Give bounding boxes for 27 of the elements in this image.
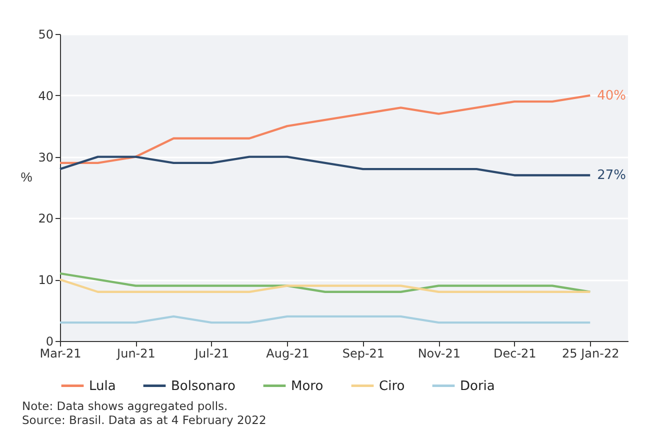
line-series <box>58 272 592 293</box>
y-axis-title: % <box>20 170 33 184</box>
x-tick-label: Jun-21 <box>116 346 156 360</box>
legend-label: Ciro <box>379 378 405 394</box>
y-tick-label: 0 <box>46 334 54 348</box>
line-series <box>58 156 592 176</box>
y-tick-label: 40 <box>38 88 54 103</box>
line-series <box>58 94 592 164</box>
text: Note: Data shows aggregated polls. <box>22 399 229 413</box>
y-tick-label: 10 <box>38 273 54 288</box>
annotation: 27% <box>597 168 626 184</box>
legend-label: Doria <box>460 378 495 394</box>
annotation: 40% <box>597 88 626 104</box>
x-tick-label: Nov-21 <box>418 346 461 360</box>
legend-label: Moro <box>291 378 324 394</box>
x-tick-label: Jul-21 <box>194 346 230 360</box>
y-tick-label: 20 <box>38 212 54 226</box>
x-tick-label: Aug-21 <box>266 346 310 360</box>
x-tick-label: Sep-21 <box>342 346 385 360</box>
x-tick-label: Mar-21 <box>40 346 82 360</box>
legend-label: Bolsonaro <box>171 378 236 394</box>
x-tick-label: 25 Jan-22 <box>562 346 620 360</box>
legend-label: Lula <box>89 378 116 394</box>
x-tick-label: Dec-21 <box>493 346 536 360</box>
y-tick-label: 50 <box>38 28 54 42</box>
source-note: Source: Brasil. Data as at 4 February 2022 <box>22 413 266 427</box>
y-tick-label: 30 <box>38 150 54 164</box>
